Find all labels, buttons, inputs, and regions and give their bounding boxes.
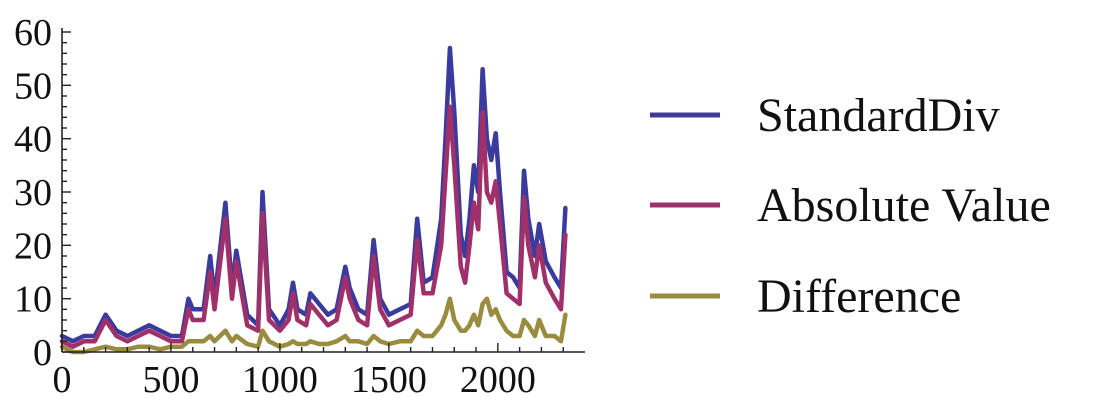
x-tick-label: 1000: [242, 359, 318, 401]
x-tick-label: 500: [142, 359, 199, 401]
legend-label-0: StandardDiv: [757, 89, 1000, 142]
plot-lines: [59, 45, 568, 355]
x-tick-label: 1500: [351, 359, 427, 401]
y-tick-label: 40: [14, 119, 52, 161]
legend-label-2: Difference: [757, 270, 961, 323]
y-tick-label: 0: [33, 332, 52, 374]
legend-label-1: Absolute Value: [757, 179, 1051, 232]
y-tick-label: 20: [14, 225, 52, 267]
y-tick-label: 30: [14, 172, 52, 214]
series-line-1: [59, 104, 568, 349]
legend: StandardDiv Absolute Value Difference: [650, 89, 1051, 323]
y-tick-label: 60: [14, 12, 52, 54]
series-line-2: [59, 296, 568, 355]
y-tick-label: 10: [14, 279, 52, 321]
y-tick-label: 50: [14, 65, 52, 107]
x-tick-label: 2000: [460, 359, 536, 401]
x-tick-label: 0: [53, 359, 72, 401]
